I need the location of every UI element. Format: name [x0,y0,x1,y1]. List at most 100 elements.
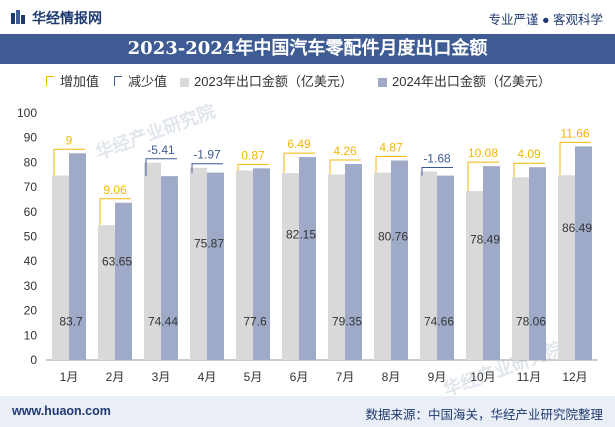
y-tick-label: 90 [24,131,38,145]
x-tick-label: 6月 [290,370,309,384]
legend-2023-swatch-icon [180,78,189,87]
x-tick-label: 3月 [152,370,171,384]
bar-2023 [512,177,529,360]
bar-2024 [437,175,454,360]
decrease-bracket [145,158,177,177]
value-label-2024: 86.49 [562,221,592,235]
increase-bracket [99,198,131,226]
value-label-2024: 77.6 [243,314,267,328]
legend-label-2023: 2023年出口金额（亿美元） [194,74,353,89]
bar-2024 [69,153,86,360]
increase-bracket [513,162,545,178]
bar-2024 [299,157,316,360]
bar-2023 [558,175,575,360]
change-label: -5.41 [147,143,175,157]
value-label-2024: 82.15 [286,227,316,241]
bar-2023 [236,170,253,360]
increase-bracket [237,163,269,171]
increase-bracket [375,156,407,173]
decrease-bracket [191,163,223,173]
increase-bracket [467,161,499,192]
change-label: 0.87 [241,148,265,162]
title-bar [0,34,615,64]
change-label: -1.97 [193,148,221,162]
x-tick-label: 2月 [106,370,125,384]
bar-2024 [391,160,408,360]
bar-2023 [328,174,345,360]
change-label: 9 [66,133,73,147]
bar-2024 [575,146,592,360]
footer-bar [0,396,615,427]
change-label: 11.66 [560,126,589,140]
y-tick-label: 10 [24,328,38,342]
y-tick-label: 50 [24,230,38,244]
y-tick-label: 60 [24,205,38,219]
x-tick-label: 12月 [562,370,587,384]
y-tick-label: 70 [24,180,38,194]
change-label: 4.26 [333,144,357,158]
bar-2024 [483,166,500,360]
x-tick-label: 8月 [382,370,401,384]
value-label-2024: 79.35 [332,314,362,328]
change-label: 9.06 [103,183,127,197]
x-tick-label: 7月 [336,370,355,384]
bar-2023 [190,167,207,360]
change-label: 4.87 [379,141,403,155]
increase-bracket [329,159,361,175]
tagline: 专业严谨 ● 客观科学 [488,13,604,27]
chart-title: 2023-2024年中国汽车零配件月度出口金额 [127,38,488,59]
value-label-2024: 63.65 [102,255,132,269]
change-label: -1.68 [423,151,451,165]
value-label-2024: 74.44 [148,314,178,328]
value-label-2024: 78.49 [470,233,500,247]
brand-logo-icon [11,10,25,24]
increase-bracket [283,152,315,174]
footer-source: 数据来源：中国海关，华经产业研究院整理 [365,408,603,422]
legend-increase-icon [46,76,54,86]
bar-2023 [282,173,299,360]
change-label: 10.08 [468,146,498,160]
bar-2023 [466,191,483,360]
bar-2023 [52,175,69,360]
y-tick-label: 40 [24,254,38,268]
footer-website: www.huaon.com [12,404,111,418]
value-label-2024: 74.66 [424,314,454,328]
decrease-bracket [421,166,453,176]
value-label-2024: 75.87 [194,237,224,251]
legend-label-increase: 增加值 [60,74,100,89]
y-tick-label: 100 [17,106,37,120]
bar-2023 [374,172,391,360]
y-tick-label: 20 [24,304,38,318]
legend-label-2024: 2024年出口金额（亿美元） [392,74,551,89]
x-tick-label: 10月 [470,370,495,384]
bar-2023 [98,225,115,360]
legend-2024-swatch-icon [378,78,387,87]
value-label-2024: 78.06 [516,314,546,328]
change-label: 6.49 [287,137,311,151]
increase-bracket [559,141,591,176]
brand-name: 华经情报网 [32,10,102,26]
bar-2024 [345,164,362,360]
x-tick-label: 9月 [428,370,447,384]
change-label: 4.09 [517,147,541,161]
bar-2023 [420,171,437,360]
bar-chart: 0 10 20 30 40 50 60 70 80 90 100 9 83.7 1月 9.06 63.65 2月… [17,106,598,384]
bar-2024 [253,168,270,360]
legend-decrease-icon [114,76,122,86]
x-tick-label: 11月 [517,370,541,384]
x-tick-label: 1月 [60,370,79,384]
x-tick-label: 4月 [198,370,217,384]
bar-2024 [529,167,546,360]
legend-label-decrease: 减少值 [128,74,168,89]
x-tick-label: 5月 [244,370,263,384]
y-tick-label: 80 [24,155,38,169]
value-label-2024: 80.76 [378,229,408,243]
bar-2023 [144,162,161,360]
bar-2024 [115,202,132,360]
bar-2024 [161,176,178,360]
y-tick-label: 0 [30,353,37,367]
y-tick-label: 30 [24,279,38,293]
bar-2024 [207,172,224,360]
top-bar: 华经情报网 专业严谨 ● 客观科学 [0,0,615,34]
value-label-2024: 83.7 [59,314,83,328]
